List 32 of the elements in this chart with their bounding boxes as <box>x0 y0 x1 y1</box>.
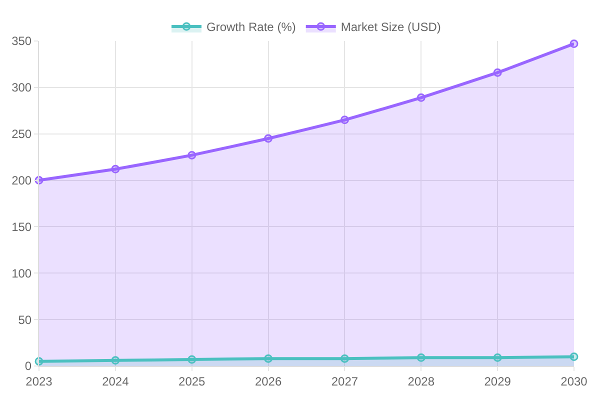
x-tick-label: 2029 <box>484 374 512 388</box>
legend-label: Growth Rate (%) <box>206 20 296 34</box>
y-tick-label: 200 <box>12 173 32 188</box>
point <box>570 40 578 48</box>
point <box>340 116 349 124</box>
point <box>111 164 120 174</box>
x-tick-label: 2028 <box>408 374 435 388</box>
y-tick-label: 350 <box>12 34 32 48</box>
y-tick-label: 250 <box>12 127 32 142</box>
point <box>570 352 578 361</box>
point <box>493 353 502 362</box>
legend-label: Market Size (USD) <box>340 20 441 34</box>
point <box>264 354 273 363</box>
y-tick-label: 50 <box>18 312 32 327</box>
y-tick-label: 150 <box>12 220 32 234</box>
point <box>188 150 196 160</box>
point <box>188 355 196 364</box>
y-tick-label: 100 <box>12 266 32 280</box>
x-tick-label: 2024 <box>102 374 130 388</box>
point <box>340 354 349 363</box>
x-tick-label: 2030 <box>560 374 588 388</box>
point <box>416 93 426 102</box>
x-tick-label: 2025 <box>178 374 206 388</box>
point <box>111 356 120 365</box>
point <box>264 134 273 143</box>
y-tick-label: 300 <box>12 80 32 95</box>
y-tick-label: 0 <box>24 359 32 374</box>
point <box>493 68 502 77</box>
x-tick-label: 2027 <box>331 374 358 388</box>
x-tick-label: 2026 <box>254 374 282 388</box>
x-tick-label: 2023 <box>26 374 53 388</box>
point <box>416 353 426 362</box>
